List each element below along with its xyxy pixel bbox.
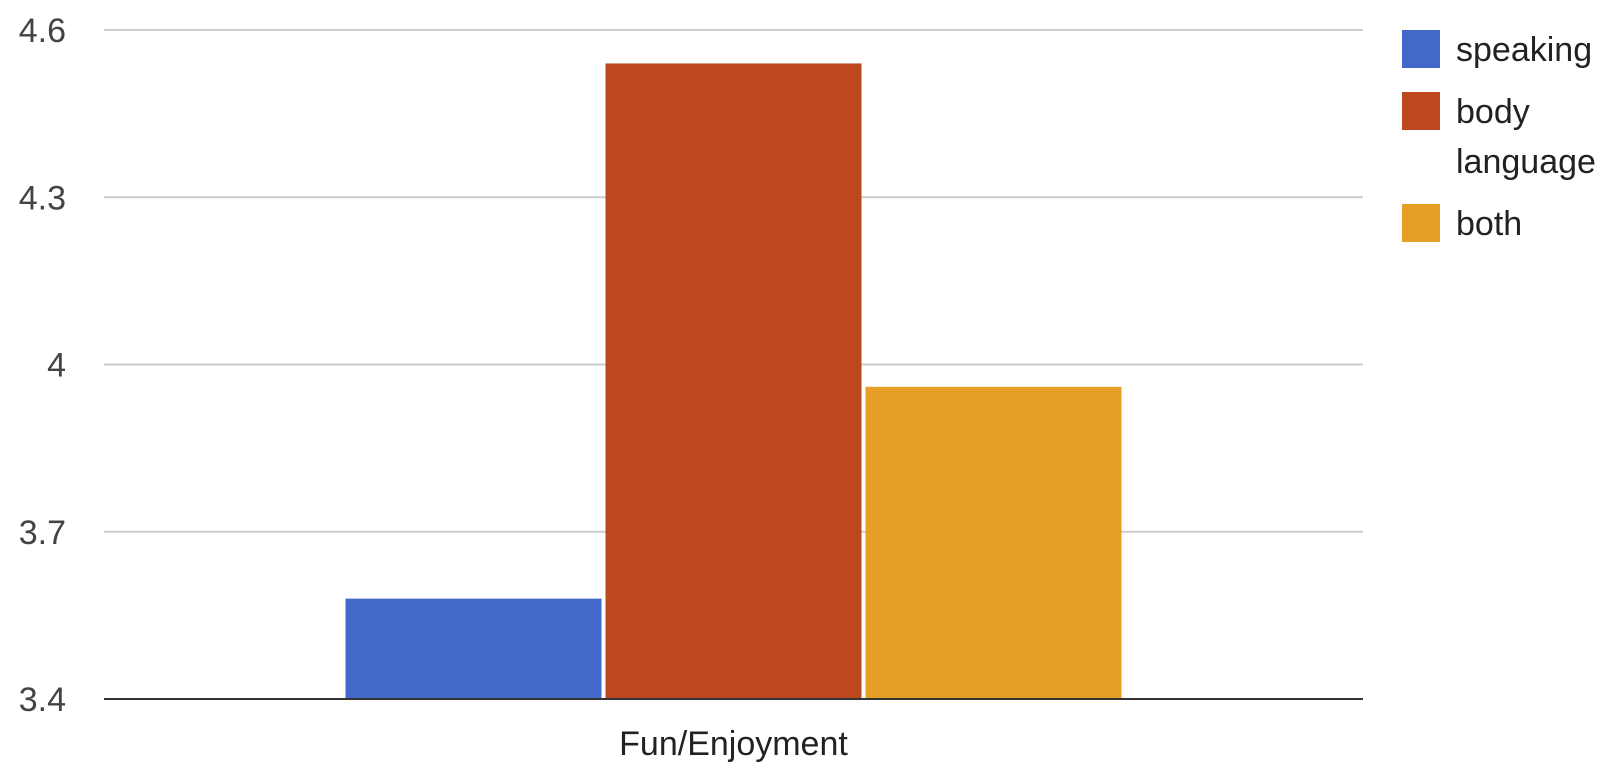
bars [345,63,1122,699]
y-axis-ticks: 3.4 3.7 4 4.3 4.6 [19,12,66,719]
legend-swatch-speaking [1402,30,1440,68]
bar-both [865,386,1122,699]
legend: speaking body language both [1402,30,1596,243]
legend-label: speaking [1456,31,1592,69]
y-tick-label: 3.4 [19,681,66,719]
x-category-label: Fun/Enjoyment [619,725,848,763]
y-tick-label: 4 [47,347,66,385]
bar-body-language [605,63,862,699]
legend-swatch-body-language [1402,92,1440,130]
legend-label: both [1456,205,1522,243]
legend-label: body language [1456,93,1596,181]
legend-swatch-both [1402,204,1440,242]
bar-speaking [345,598,602,699]
y-tick-label: 4.3 [19,179,66,217]
y-tick-label: 3.7 [19,514,66,552]
x-axis-labels: Fun/Enjoyment [619,725,848,763]
y-tick-label: 4.6 [19,12,66,50]
